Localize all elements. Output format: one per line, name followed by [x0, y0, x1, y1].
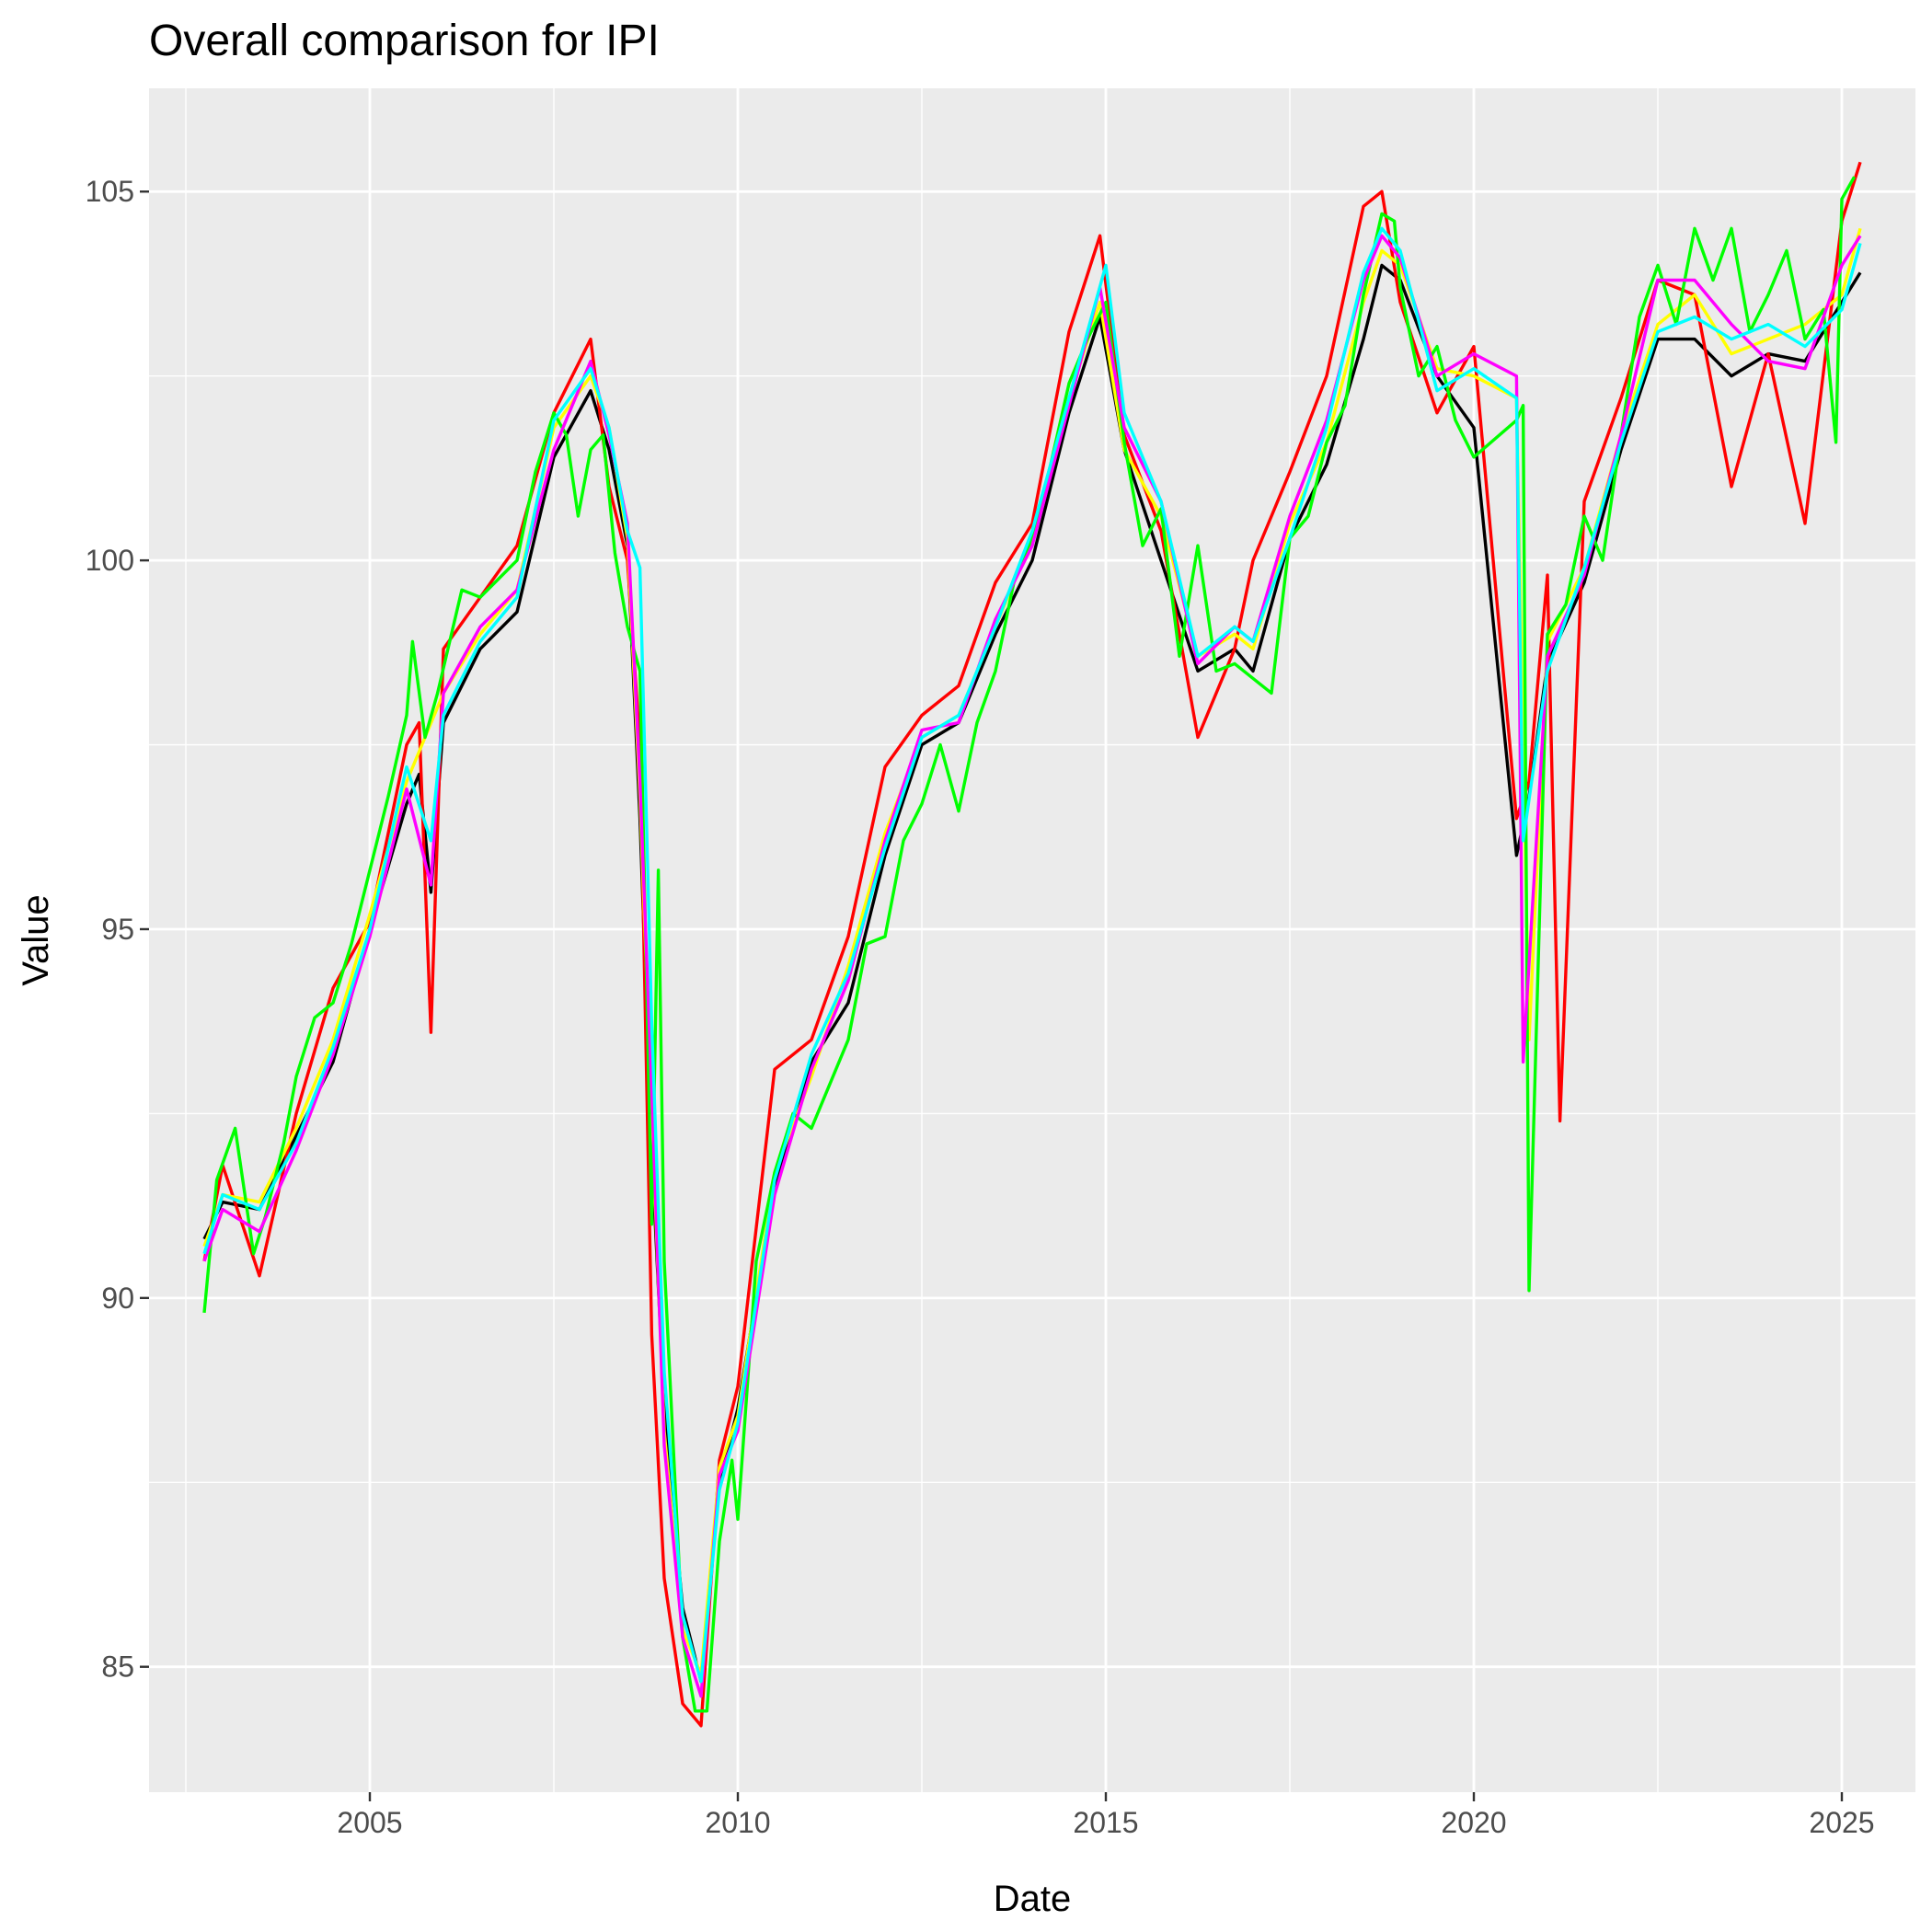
chart-title: Overall comparison for IPI	[149, 17, 660, 65]
y-axis-title: Value	[16, 894, 56, 985]
x-axis-title: Date	[994, 1879, 1072, 1919]
tick-labels: 2005 2010 2015 2020 2025 85 90 95 100 105	[86, 175, 1875, 1839]
y-tick-label: 90	[101, 1282, 134, 1315]
y-tick-label: 95	[101, 913, 134, 946]
x-tick-label: 2015	[1073, 1806, 1138, 1839]
x-tick-label: 2010	[705, 1806, 770, 1839]
x-tick-label: 2005	[337, 1806, 402, 1839]
x-tick-label: 2025	[1809, 1806, 1874, 1839]
axis-ticks	[140, 190, 1844, 1801]
series-layer	[202, 161, 1862, 1728]
series-line-3	[202, 176, 1857, 1713]
series-line-5	[202, 226, 1862, 1684]
series-line-1	[202, 161, 1862, 1728]
y-tick-label: 85	[101, 1650, 134, 1684]
y-tick-label: 100	[86, 544, 134, 577]
grid-minor	[149, 88, 1915, 1792]
x-tick-label: 2020	[1441, 1806, 1506, 1839]
y-tick-label: 105	[86, 175, 134, 208]
plot-background	[149, 88, 1915, 1792]
